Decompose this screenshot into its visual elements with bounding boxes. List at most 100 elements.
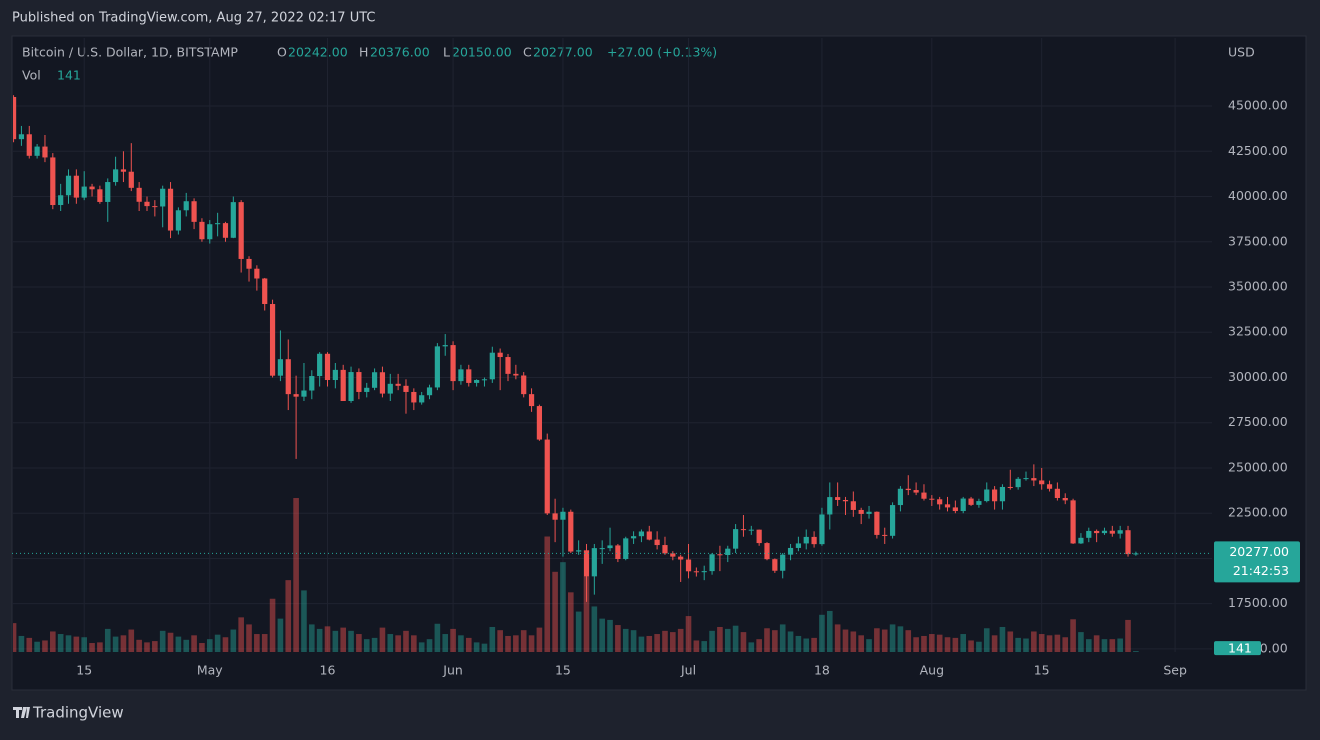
volume-bar: [442, 634, 449, 652]
y-tick-label: 30000.00: [1228, 369, 1288, 384]
volume-bar: [371, 637, 378, 652]
volume-bar: [1062, 637, 1069, 652]
candle-body: [1015, 478, 1021, 488]
candle-body: [324, 353, 331, 381]
candle-body: [835, 497, 841, 500]
volume-bar: [615, 625, 621, 652]
volume-bar: [701, 641, 708, 652]
candle-body: [756, 529, 762, 544]
candle-body: [246, 258, 252, 269]
volume-bar: [426, 639, 433, 652]
volume-bar: [991, 635, 998, 652]
volume-bar: [1109, 639, 1116, 652]
candle-body: [638, 531, 645, 537]
volume-bar: [952, 637, 959, 652]
candle-body: [740, 529, 747, 531]
volume-bar: [1070, 619, 1076, 652]
candle-body: [944, 504, 951, 508]
volume-bar: [175, 636, 182, 652]
volume-bar: [395, 635, 401, 652]
candle-body: [725, 548, 731, 556]
volume-bar: [567, 592, 574, 652]
candle-body: [120, 169, 127, 172]
candle-body: [576, 550, 582, 552]
candle-body: [623, 538, 629, 559]
candle-body: [1078, 537, 1084, 544]
candle-body: [395, 383, 401, 386]
volume-bar: [199, 643, 205, 652]
volume-bar: [999, 626, 1006, 652]
volume-bar: [881, 629, 888, 652]
volume-bar: [913, 637, 919, 652]
volume-bar: [756, 639, 762, 652]
volume-bar: [458, 635, 464, 652]
candle-body: [764, 543, 770, 560]
volume-bar: [670, 632, 676, 652]
volume-value: 141: [57, 68, 81, 83]
currency: USD: [1228, 45, 1255, 60]
candle-body: [489, 352, 495, 380]
volume-bar: [1038, 634, 1045, 652]
volume-bar: [897, 626, 904, 652]
volume-bar: [277, 618, 284, 652]
candle-body: [183, 201, 189, 211]
candle-body: [929, 498, 935, 500]
volume-bar: [795, 635, 802, 652]
x-tick-label: 16: [320, 663, 336, 678]
candle-body: [780, 554, 786, 571]
candle-body: [254, 268, 260, 279]
volume-bar: [724, 628, 731, 652]
volume-bar: [112, 636, 119, 652]
volume-bar: [332, 630, 339, 652]
candle-body: [1070, 500, 1076, 544]
candle-body: [599, 548, 605, 550]
candle-body: [1031, 478, 1037, 481]
candle-body: [356, 372, 362, 392]
volume-bar: [513, 635, 519, 652]
volume-bar: [717, 626, 723, 652]
volume-bar: [520, 630, 527, 652]
volume-bar: [811, 637, 817, 652]
volume-bar: [826, 610, 833, 652]
volume-bar: [238, 617, 244, 652]
y-tick-label: 27500.00: [1228, 414, 1288, 429]
x-tick-label: Aug: [920, 663, 944, 678]
volume-bar: [301, 590, 307, 652]
volume-bar: [874, 628, 880, 652]
candle-body: [128, 171, 134, 188]
candle-body: [144, 201, 150, 207]
candle-body: [112, 169, 119, 183]
brand: TradingView: [32, 704, 124, 722]
volume-bar: [309, 624, 315, 652]
candle-body: [434, 346, 440, 388]
x-tick-label: May: [197, 663, 223, 678]
chart-title: Bitcoin / U.S. Dollar, 1D, BITSTAMP: [22, 45, 238, 60]
candle-body: [787, 547, 794, 555]
volume-bar: [363, 639, 370, 652]
candle-body: [850, 501, 856, 510]
volume-bar: [834, 624, 841, 652]
footer-logo: TradingView: [13, 704, 124, 722]
candle-body: [1023, 478, 1029, 480]
candle-body: [1117, 530, 1123, 534]
y-tick-label: 32500.00: [1228, 324, 1288, 339]
candle-body: [215, 223, 221, 225]
volume-bar: [889, 624, 896, 652]
volume-bar: [968, 640, 974, 652]
volume-bar: [254, 634, 260, 652]
volume-bar: [732, 625, 739, 652]
chart-panel: [11, 35, 1307, 691]
volume-bar: [214, 634, 221, 652]
candle-body: [984, 489, 990, 502]
candle-body: [293, 394, 299, 397]
candle-body: [1062, 498, 1068, 501]
candle-body: [222, 223, 229, 238]
volume-bar: [73, 636, 80, 652]
volume-bar: [1085, 639, 1092, 652]
volume-bar: [983, 628, 990, 652]
candle-body: [1039, 480, 1045, 485]
volume-bar: [819, 614, 825, 652]
volume-bar: [144, 642, 150, 652]
